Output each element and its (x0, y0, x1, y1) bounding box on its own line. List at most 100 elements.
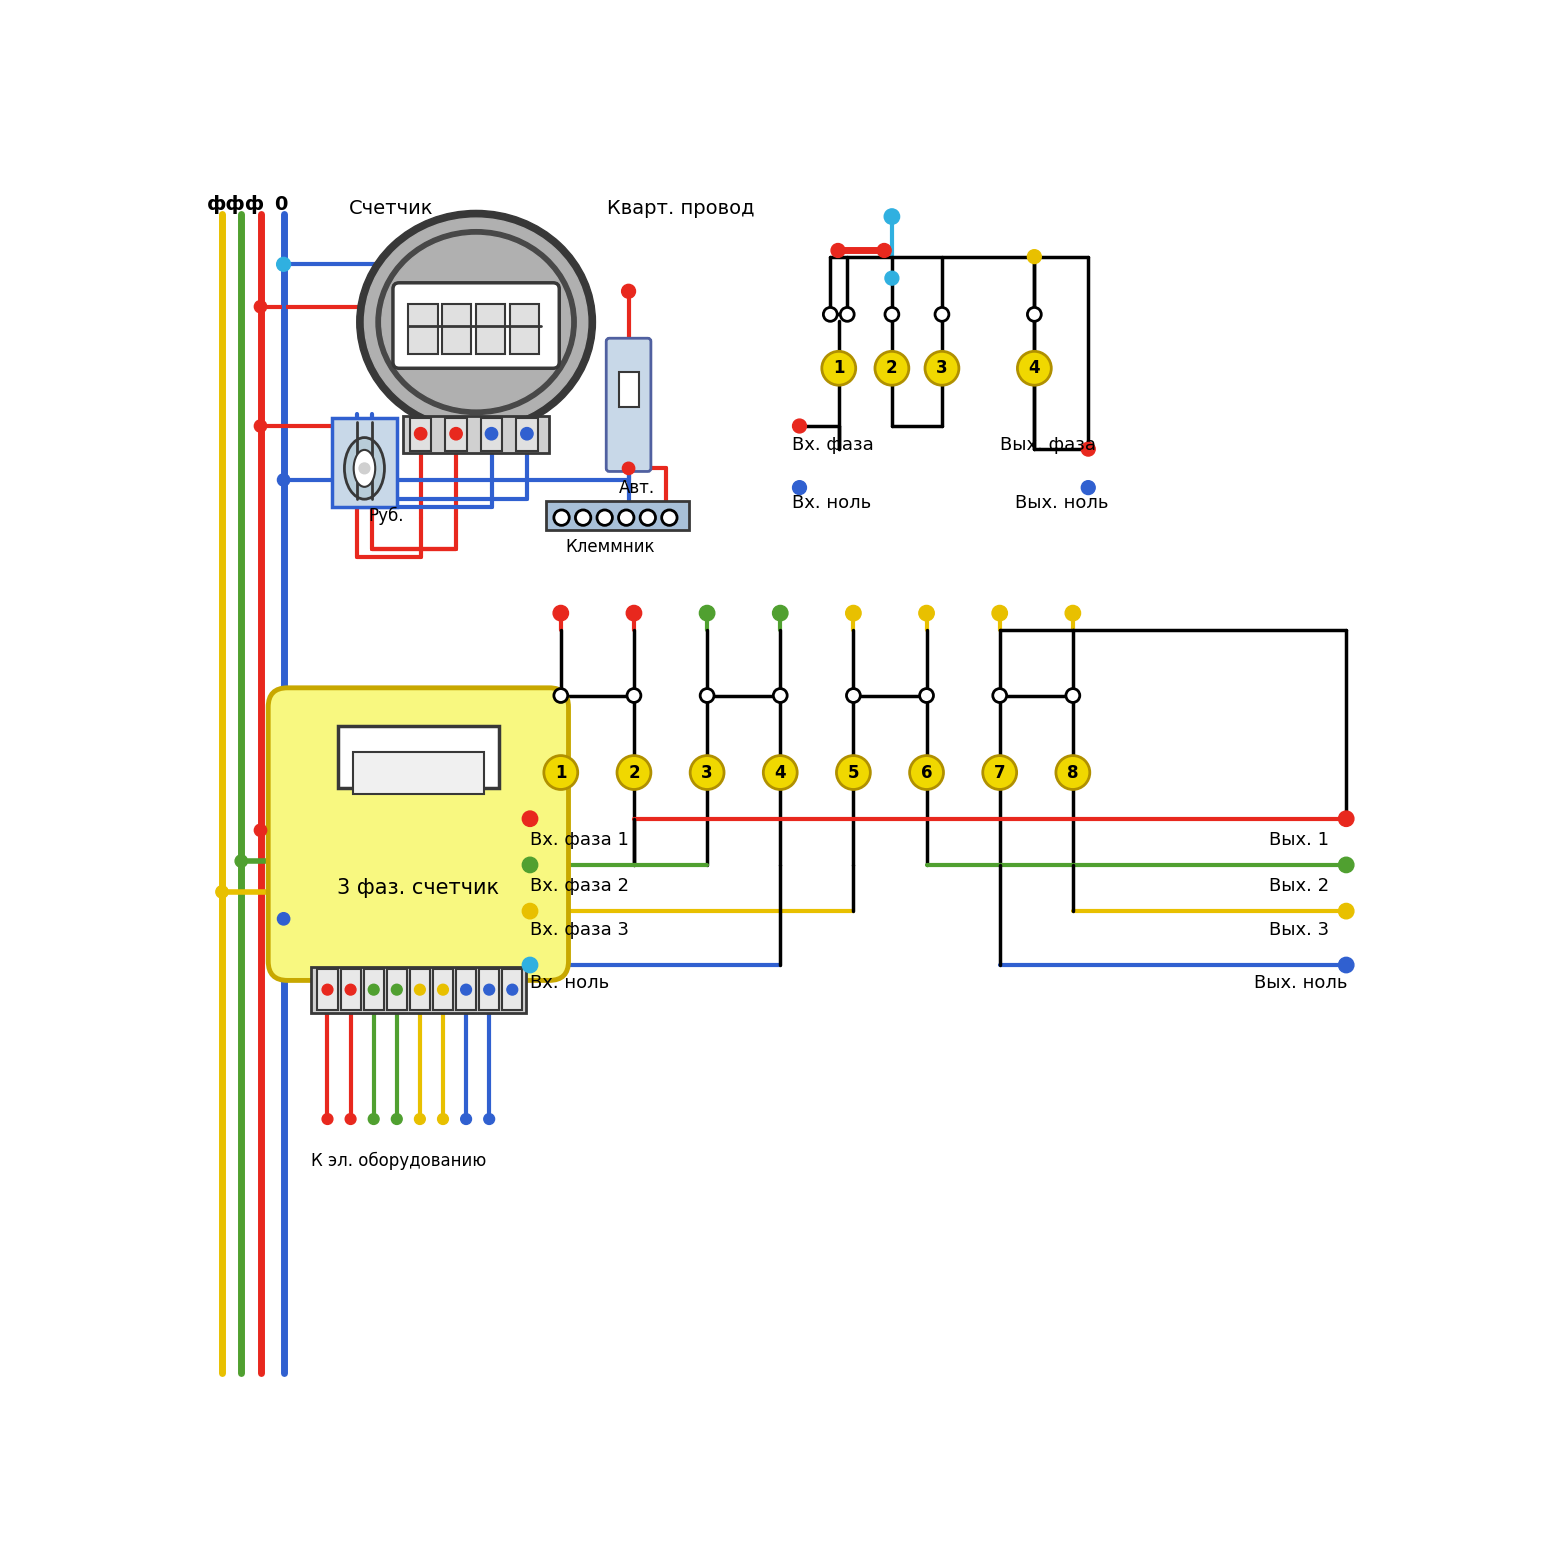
Circle shape (699, 606, 714, 621)
Circle shape (661, 510, 677, 526)
Text: 8: 8 (1067, 763, 1078, 782)
Text: Вых. ноль: Вых. ноль (1254, 974, 1348, 993)
Bar (363, 969, 384, 1010)
Bar (340, 969, 360, 1010)
Circle shape (368, 985, 379, 994)
Bar (445, 418, 466, 451)
Text: 3: 3 (936, 359, 948, 378)
Circle shape (460, 985, 471, 994)
Circle shape (523, 857, 538, 873)
Circle shape (484, 985, 495, 994)
Ellipse shape (365, 219, 588, 426)
Bar (410, 969, 431, 1010)
Circle shape (846, 606, 861, 621)
Text: 2: 2 (629, 763, 640, 782)
Text: Вых. 2: Вых. 2 (1270, 877, 1329, 894)
Text: ффф: ффф (206, 195, 265, 214)
Circle shape (236, 855, 248, 868)
Circle shape (1338, 812, 1354, 826)
Circle shape (1338, 957, 1354, 973)
Bar (434, 969, 452, 1010)
Circle shape (925, 351, 959, 386)
Circle shape (359, 464, 370, 473)
Circle shape (449, 428, 462, 440)
Circle shape (875, 351, 909, 386)
Text: Вх. ноль: Вх. ноль (530, 974, 610, 993)
Circle shape (618, 756, 651, 790)
Circle shape (523, 957, 538, 973)
Circle shape (460, 1113, 471, 1124)
Circle shape (345, 985, 356, 994)
Text: 1: 1 (833, 359, 844, 378)
Circle shape (619, 510, 633, 526)
Ellipse shape (382, 236, 571, 409)
Circle shape (254, 824, 267, 837)
Circle shape (392, 1113, 402, 1124)
Bar (353, 752, 484, 795)
Circle shape (919, 688, 933, 702)
Text: 5: 5 (847, 763, 860, 782)
Bar (441, 304, 471, 354)
Circle shape (822, 351, 856, 386)
Circle shape (278, 913, 290, 926)
Circle shape (1028, 250, 1041, 264)
Circle shape (415, 985, 426, 994)
Circle shape (321, 1113, 332, 1124)
Text: 3: 3 (702, 763, 713, 782)
Bar (310, 966, 526, 1013)
Circle shape (772, 606, 788, 621)
Bar (546, 501, 688, 531)
Text: Руб.: Руб. (368, 507, 404, 524)
Circle shape (523, 904, 538, 919)
Circle shape (763, 756, 797, 790)
Text: Вх. фаза: Вх. фаза (792, 436, 874, 454)
Ellipse shape (357, 211, 596, 434)
Circle shape (836, 756, 870, 790)
Circle shape (885, 209, 900, 225)
Circle shape (438, 1113, 448, 1124)
Circle shape (554, 688, 568, 702)
Circle shape (700, 688, 714, 702)
Circle shape (392, 985, 402, 994)
Text: 4: 4 (1028, 359, 1041, 378)
Circle shape (885, 308, 899, 322)
Bar (510, 304, 540, 354)
Bar (337, 726, 499, 788)
Circle shape (345, 1113, 356, 1124)
Circle shape (847, 688, 860, 702)
Text: Вх. ноль: Вх. ноль (792, 493, 870, 512)
Circle shape (321, 985, 332, 994)
Text: 3 фаз. счетчик: 3 фаз. счетчик (337, 877, 499, 898)
Circle shape (485, 428, 498, 440)
Circle shape (690, 756, 724, 790)
Circle shape (507, 985, 518, 994)
Circle shape (792, 481, 807, 495)
Circle shape (992, 606, 1008, 621)
Circle shape (597, 510, 613, 526)
Circle shape (774, 688, 788, 702)
Bar (502, 969, 523, 1010)
Bar (619, 372, 638, 407)
Circle shape (484, 1113, 495, 1124)
Circle shape (621, 284, 635, 298)
Circle shape (992, 688, 1006, 702)
Circle shape (622, 462, 635, 475)
FancyBboxPatch shape (393, 283, 558, 368)
Circle shape (627, 688, 641, 702)
Circle shape (1338, 857, 1354, 873)
Bar (476, 304, 505, 354)
Circle shape (1017, 351, 1051, 386)
Text: Счетчик: Счетчик (349, 200, 434, 219)
FancyBboxPatch shape (607, 339, 651, 471)
Circle shape (841, 308, 855, 322)
Text: 7: 7 (994, 763, 1006, 782)
Text: Клеммник: Клеммник (565, 539, 655, 556)
Circle shape (254, 420, 267, 432)
Circle shape (1056, 756, 1090, 790)
Circle shape (254, 301, 267, 312)
Circle shape (1065, 606, 1081, 621)
Bar (456, 969, 476, 1010)
Circle shape (626, 606, 641, 621)
Circle shape (368, 1113, 379, 1124)
Circle shape (1065, 688, 1080, 702)
